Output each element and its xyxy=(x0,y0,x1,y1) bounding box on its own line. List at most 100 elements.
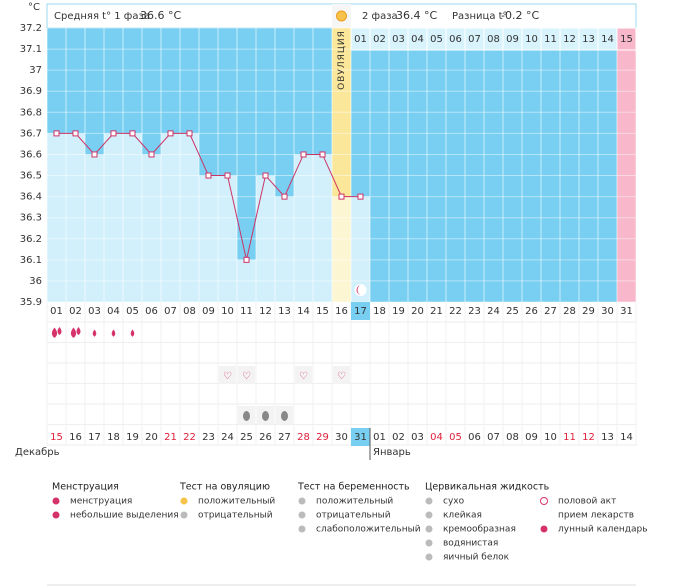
date-label: 26 xyxy=(259,432,272,443)
next-day-label: 04 xyxy=(411,34,424,45)
x-tick-label: 22 xyxy=(449,306,462,317)
date-label: 29 xyxy=(316,432,329,443)
date-label: 09 xyxy=(525,432,538,443)
next-day-label: 14 xyxy=(601,34,614,45)
column-empty xyxy=(541,28,560,302)
date-label: 07 xyxy=(487,432,500,443)
column-empty xyxy=(522,28,541,302)
column-empty xyxy=(446,28,465,302)
column-top xyxy=(313,28,332,155)
next-day-label: 03 xyxy=(392,34,405,45)
heart-icon: ♡ xyxy=(337,371,346,382)
column-empty xyxy=(408,28,427,302)
legend-title: Цервикальная жидкость xyxy=(425,482,550,493)
legend-title: Менструация xyxy=(52,482,119,493)
date-label: 31 xyxy=(354,432,367,443)
column-empty xyxy=(389,28,408,302)
x-tick-label: 17 xyxy=(354,306,367,317)
legend-icon xyxy=(540,511,548,519)
next-day-label: 06 xyxy=(449,34,462,45)
date-label: 13 xyxy=(601,432,614,443)
x-tick-label: 10 xyxy=(221,306,234,317)
next-day-cell xyxy=(616,27,637,51)
legend-item: небольшие выделения xyxy=(70,511,179,521)
legend-item: лунный календарь xyxy=(558,525,648,535)
date-label: 28 xyxy=(297,432,310,443)
temperature-point xyxy=(262,172,269,179)
column-empty xyxy=(579,28,598,302)
x-tick-label: 31 xyxy=(620,306,633,317)
x-tick-label: 28 xyxy=(563,306,576,317)
date-label: 02 xyxy=(392,432,405,443)
temperature-point xyxy=(243,256,250,263)
column-fill xyxy=(66,133,85,302)
phase1-label: Средняя t° 1 фаза xyxy=(54,11,150,22)
column-top xyxy=(104,28,123,134)
column-empty xyxy=(427,28,446,302)
next-day-label: 02 xyxy=(373,34,386,45)
month-label: Декабрь xyxy=(15,447,60,458)
legend-title: Тест на овуляцию xyxy=(179,482,270,493)
column-top xyxy=(85,28,104,155)
x-tick-label: 07 xyxy=(164,306,177,317)
drop-icon xyxy=(76,327,81,335)
x-tick-label: 06 xyxy=(145,306,158,317)
y-tick-label: 37 xyxy=(29,65,42,76)
legend-item: водянистая xyxy=(443,539,498,549)
egg-icon xyxy=(262,411,269,421)
x-tick-label: 20 xyxy=(411,306,424,317)
heart-cell xyxy=(333,366,350,384)
y-tick-label: 36 xyxy=(29,276,42,287)
ovulation-label: ОВУЛЯЦИЯ xyxy=(337,30,347,90)
y-tick-label: 36.9 xyxy=(20,86,42,97)
date-label: 19 xyxy=(126,432,139,443)
date-label: 10 xyxy=(544,432,557,443)
date-label: 05 xyxy=(449,432,462,443)
x-tick-label: 02 xyxy=(69,306,82,317)
column-top xyxy=(351,28,370,197)
egg-icon xyxy=(243,411,250,421)
diff-label: Разница t° xyxy=(452,11,508,22)
temperature-point xyxy=(319,151,326,158)
next-day-label: 01 xyxy=(354,34,367,45)
legend-item: отрицательный xyxy=(198,511,273,521)
temperature-point xyxy=(357,193,364,200)
x-tick-label: 30 xyxy=(601,306,614,317)
column-empty xyxy=(598,28,617,302)
date-label: 06 xyxy=(468,432,481,443)
y-unit: °C xyxy=(28,2,40,13)
legend-item: половой акт xyxy=(558,497,616,507)
legend-item: сухо xyxy=(443,497,465,507)
heart-icon: ♡ xyxy=(242,371,251,382)
column-top xyxy=(47,28,66,134)
date-label: 01 xyxy=(373,432,386,443)
column-fill xyxy=(142,154,161,302)
legend-item: менструация xyxy=(70,497,132,507)
today-date-cell xyxy=(351,428,370,446)
column-empty xyxy=(370,28,389,302)
legend-icon xyxy=(52,511,60,519)
date-label: 17 xyxy=(88,432,101,443)
next-day-label: 13 xyxy=(582,34,595,45)
phase1-value: 36.6 °C xyxy=(140,9,181,22)
heart-cell xyxy=(238,366,255,384)
y-tick-label: 37.1 xyxy=(20,44,42,55)
legend-icon xyxy=(180,497,188,505)
x-tick-label: 21 xyxy=(430,306,443,317)
x-tick-label: 23 xyxy=(468,306,481,317)
column-top xyxy=(161,28,180,134)
temperature-point xyxy=(300,151,307,158)
x-tick-label: 08 xyxy=(183,306,196,317)
date-label: 15 xyxy=(50,432,63,443)
column-fill xyxy=(351,196,370,302)
column-fill xyxy=(104,133,123,302)
legend-icon xyxy=(180,511,188,519)
date-label: 20 xyxy=(145,432,158,443)
x-tick-label: 01 xyxy=(50,306,63,317)
temperature-point xyxy=(53,130,60,137)
legend-icon xyxy=(540,525,548,533)
column-top xyxy=(199,28,218,176)
date-label: 27 xyxy=(278,432,291,443)
temperature-point xyxy=(205,172,212,179)
y-tick-label: 36.2 xyxy=(20,234,42,245)
